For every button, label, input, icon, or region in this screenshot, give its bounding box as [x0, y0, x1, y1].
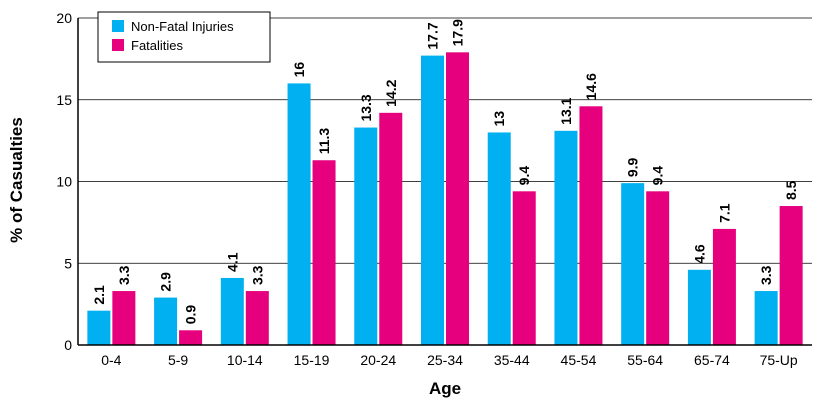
bar-fatalities-75-Up: [779, 206, 803, 345]
data-label: 8.5: [783, 180, 799, 200]
data-label: 16: [291, 62, 307, 78]
bar-fatalities-5-9: [179, 330, 203, 345]
legend-label-fatalities: Fatalities: [131, 38, 184, 53]
bar-non-fatal-75-Up: [754, 291, 778, 345]
bar-fatalities-35-44: [512, 191, 536, 345]
x-tick-label: 45-54: [561, 352, 597, 368]
bar-fatalities-10-14: [245, 291, 269, 345]
bar-fatalities-65-74: [712, 228, 736, 345]
bar-non-fatal-55-64: [621, 183, 645, 345]
x-tick-label: 10-14: [227, 352, 263, 368]
x-tick-label: 5-9: [168, 352, 188, 368]
legend-box: [97, 11, 271, 63]
bar-fatalities-25-34: [446, 52, 469, 346]
data-label: 2.9: [158, 272, 174, 292]
data-label: 11.3: [316, 128, 332, 155]
data-label: 3.3: [249, 265, 265, 285]
bar-non-fatal-35-44: [487, 132, 511, 345]
data-label: 9.9: [625, 157, 641, 177]
legend-swatch-non-fatal: [112, 20, 124, 32]
bar-non-fatal-65-74: [687, 269, 711, 345]
data-label: 17.9: [450, 19, 466, 46]
data-label: 14.2: [383, 79, 399, 106]
data-label: 13.3: [358, 94, 374, 121]
x-tick-label: 25-34: [427, 352, 463, 368]
bar-non-fatal-20-24: [354, 127, 378, 345]
bar-fatalities-55-64: [646, 191, 670, 345]
data-label: 13.1: [558, 97, 574, 124]
data-label: 4.1: [224, 252, 240, 272]
bar-fatalities-15-19: [312, 160, 336, 345]
bar-non-fatal-25-34: [421, 55, 444, 345]
x-tick-label: 0-4: [101, 352, 121, 368]
data-label: 2.1: [91, 285, 107, 305]
data-labels-group: 2.1 3.3 2.9 0.9 4.1 3.3 16 11.3 13.3 14.2 17.7 17.9…: [91, 19, 799, 324]
bar-non-fatal-5-9: [154, 297, 178, 345]
y-tick-label: 15: [56, 92, 72, 108]
y-axis-title: % of Casualties: [7, 117, 26, 243]
data-label: 4.6: [691, 244, 707, 264]
legend-swatch-fatalities: [112, 39, 124, 51]
bar-fatalities-45-54: [579, 106, 603, 345]
y-tick-label: 0: [64, 337, 72, 353]
x-tick-label: 20-24: [360, 352, 396, 368]
x-tick-label: 55-64: [627, 352, 663, 368]
bar-fatalities-20-24: [379, 112, 403, 345]
data-label: 0.9: [183, 305, 199, 325]
x-tick-label: 35-44: [494, 352, 530, 368]
data-label: 9.4: [650, 166, 666, 186]
bar-non-fatal-10-14: [220, 277, 244, 345]
data-label: 13: [491, 111, 507, 127]
legend: Non-Fatal Injuries Fatalities: [97, 11, 271, 63]
x-tick-labels: 0-4 5-9 10-14 15-19 20-24 25-34 35-44 45-54 55-6…: [101, 352, 798, 368]
y-tick-label: 10: [56, 174, 72, 190]
bar-fatalities-0-4: [112, 291, 136, 345]
data-label: 17.7: [425, 22, 441, 49]
y-tick-label: 5: [64, 255, 72, 271]
data-label: 3.3: [758, 265, 774, 285]
x-tick-label: 15-19: [294, 352, 330, 368]
data-label: 14.6: [583, 73, 599, 100]
y-tick-labels: 0 5 10 15 20: [56, 10, 72, 353]
x-axis-title: Age: [429, 379, 461, 398]
y-tick-label: 20: [56, 10, 72, 26]
bars-group: [87, 52, 803, 346]
legend-label-non-fatal: Non-Fatal Injuries: [131, 19, 234, 34]
data-label: 3.3: [116, 265, 132, 285]
x-tick-label: 65-74: [694, 352, 730, 368]
bar-non-fatal-45-54: [554, 130, 578, 345]
bar-non-fatal-0-4: [87, 310, 111, 345]
x-tick-label: 75-Up: [760, 352, 798, 368]
bar-non-fatal-15-19: [287, 83, 311, 346]
data-label: 9.4: [516, 166, 532, 186]
data-label: 7.1: [716, 203, 732, 223]
